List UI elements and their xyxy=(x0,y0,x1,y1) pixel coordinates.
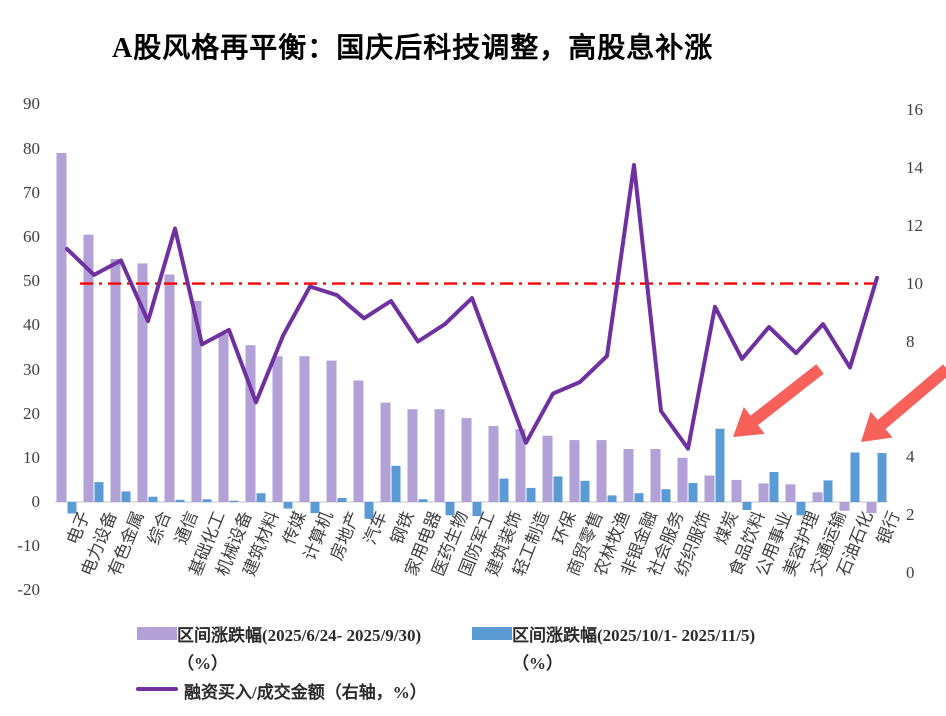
bar-period2 xyxy=(526,487,536,502)
left-axis-tick: 10 xyxy=(23,447,40,467)
left-axis-tick: 20 xyxy=(23,403,40,423)
bar-period2 xyxy=(607,495,617,502)
bar-period2 xyxy=(175,499,185,502)
bar-period2 xyxy=(580,480,590,502)
bar-period1 xyxy=(569,440,580,502)
left-axis-tick: 80 xyxy=(23,138,40,158)
bar-period2 xyxy=(715,428,725,502)
bar-period2 xyxy=(391,465,401,502)
legend-swatch-financing-line xyxy=(136,687,178,691)
bar-period1 xyxy=(110,259,121,502)
bar-period2 xyxy=(202,499,212,502)
bar-period1 xyxy=(461,418,472,502)
annotation-arrow xyxy=(733,364,824,437)
bar-period1 xyxy=(542,435,553,502)
bar-period1 xyxy=(272,356,283,502)
bar-period2 xyxy=(850,452,860,502)
bar-period1 xyxy=(785,484,796,502)
legend-label-period1: 区间涨跌幅(2025/6/24- 2025/9/30) xyxy=(177,626,422,645)
bar-period1 xyxy=(299,356,310,502)
bar-period2 xyxy=(364,502,374,519)
left-axis-tick: -10 xyxy=(17,536,40,556)
bar-period1 xyxy=(191,301,202,502)
bar-period1 xyxy=(731,479,742,502)
bar-period1 xyxy=(380,402,391,502)
left-axis-tick: 50 xyxy=(23,271,40,291)
bar-period2 xyxy=(769,472,779,502)
legend-unit-period2: （%） xyxy=(512,654,563,673)
bar-period2 xyxy=(688,483,698,502)
left-axis-tick: 90 xyxy=(23,94,40,114)
bar-period2 xyxy=(499,478,509,502)
bar-period1 xyxy=(137,263,148,502)
bar-period1 xyxy=(758,483,769,502)
left-axis-tick: -20 xyxy=(17,580,40,600)
bar-period1 xyxy=(434,409,445,502)
right-axis-tick: 0 xyxy=(906,563,915,582)
legend-swatch-period1 xyxy=(137,627,177,640)
right-axis-tick: 4 xyxy=(906,447,915,467)
bar-period1 xyxy=(596,440,607,502)
left-axis-tick: 30 xyxy=(23,359,40,379)
legend-unit-period1: （%） xyxy=(177,654,228,673)
bar-period1 xyxy=(812,492,823,502)
bar-period1 xyxy=(164,274,175,502)
bar-period2 xyxy=(472,502,482,517)
right-axis-tick: 8 xyxy=(906,331,915,351)
left-axis-tick: 0 xyxy=(31,492,41,511)
bar-period2 xyxy=(283,502,293,509)
bar-period1 xyxy=(407,409,418,502)
bar-period2 xyxy=(634,493,644,502)
bar-period1 xyxy=(704,475,715,502)
left-axis-tick: 70 xyxy=(23,182,40,202)
bar-period1 xyxy=(623,449,634,502)
legend-label-financing-line: 融资买入/成交金额（右轴，%） xyxy=(184,683,427,702)
bar-period1 xyxy=(866,502,877,513)
bar-period2 xyxy=(553,476,563,502)
bar-period1 xyxy=(56,153,67,502)
bar-period1 xyxy=(245,345,256,502)
left-axis-tick: 60 xyxy=(23,226,40,246)
bar-period1 xyxy=(650,449,661,502)
bar-period2 xyxy=(148,496,158,502)
right-axis-tick: 14 xyxy=(906,157,923,177)
bar-period2 xyxy=(229,500,239,502)
bar-period2 xyxy=(310,502,320,513)
bar-period2 xyxy=(823,480,833,502)
bar-period2 xyxy=(661,489,671,502)
bar-period1 xyxy=(83,234,94,502)
bar-period1 xyxy=(326,360,337,502)
right-axis-tick: 16 xyxy=(906,100,923,119)
bar-period1 xyxy=(488,426,499,502)
bar-period2 xyxy=(94,482,104,502)
bar-period1 xyxy=(353,380,364,502)
legend-swatch-period2 xyxy=(472,627,512,640)
bar-period2 xyxy=(796,502,806,516)
right-axis-tick: 12 xyxy=(906,215,923,235)
bar-period2 xyxy=(742,502,752,510)
bar-period2 xyxy=(877,453,887,502)
left-axis-tick: 40 xyxy=(23,315,40,335)
right-axis-tick: 2 xyxy=(906,505,915,525)
bar-period2 xyxy=(418,499,428,502)
bar-period1 xyxy=(218,334,229,502)
bar-period2 xyxy=(67,502,77,514)
financing-ratio-line xyxy=(65,163,879,451)
bar-period2 xyxy=(121,491,131,502)
bar-period2 xyxy=(337,498,347,502)
annotation-arrow xyxy=(861,364,946,442)
bar-period2 xyxy=(256,493,266,502)
bar-period2 xyxy=(445,502,455,516)
right-axis-tick: 10 xyxy=(906,273,923,293)
bar-period1 xyxy=(515,429,526,502)
bar-period1 xyxy=(839,502,850,511)
bar-period1 xyxy=(677,457,688,502)
legend-label-period2: 区间涨跌幅(2025/10/1- 2025/11/5) xyxy=(512,626,756,645)
chart-title: A股风格再平衡：国庆后科技调整，高股息补涨 xyxy=(112,33,714,64)
